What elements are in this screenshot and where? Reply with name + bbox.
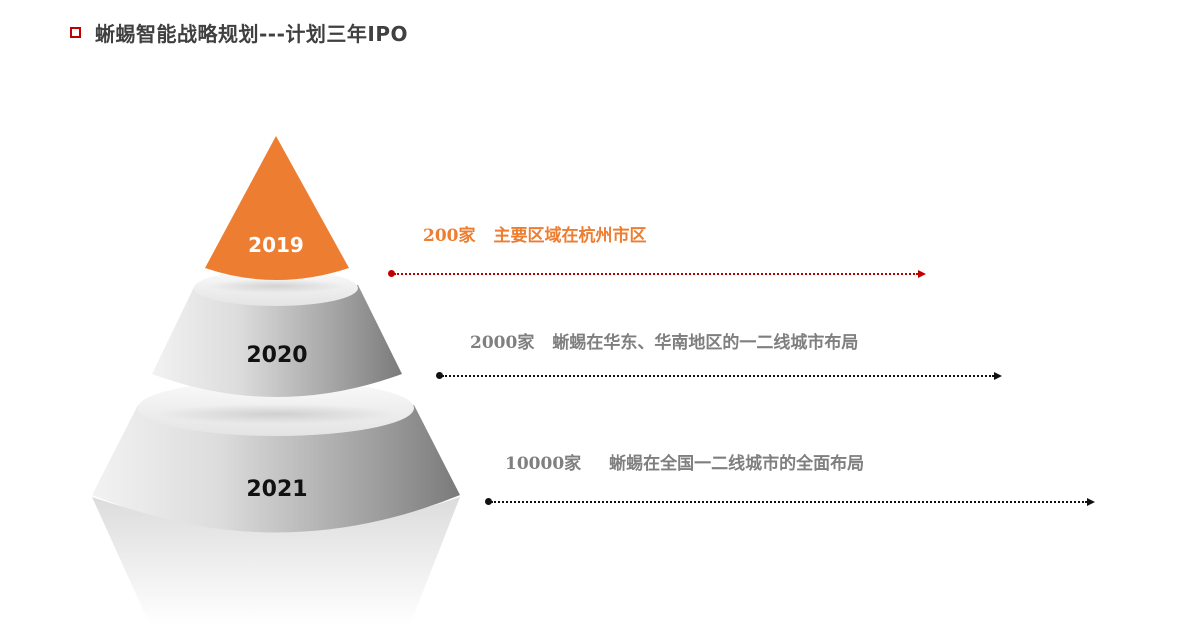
tier-2021-text: 10000家 蜥蜴在全国一二线城市的全面布局 [505,449,864,474]
tier-2019-desc: 主要区域在杭州市区 [493,226,647,246]
tier-2021-arrow [485,497,1097,507]
tier-2021-count: 10000家 [505,454,582,474]
tier-2021-shape [92,380,460,533]
tier-2020-count: 2000家 [470,333,535,353]
tier-2019-text: 200家 主要区域在杭州市区 [423,221,647,246]
year-label-2019: 2019 [248,233,304,257]
title-square-icon [70,27,81,38]
slide-header: 蜥蜴智能战略规划---计划三年IPO [70,18,408,47]
tier-2021-desc: 蜥蜴在全国一二线城市的全面布局 [609,454,865,474]
tier-2020-desc: 蜥蜴在华东、华南地区的一二线城市布局 [552,333,859,353]
page-title: 蜥蜴智能战略规划---计划三年IPO [95,22,409,46]
tier-2020-arrow [436,371,1004,381]
tier-2019-count: 200家 [423,226,476,246]
year-label-2020: 2020 [246,343,308,368]
tier-2019-arrow [388,269,928,279]
tier-2019-shape [205,136,349,280]
year-label-2021: 2021 [246,477,308,502]
pyramid-reflection [92,497,460,625]
tier-2020-shape [152,270,402,397]
tier-2020-text: 2000家 蜥蜴在华东、华南地区的一二线城市布局 [470,328,858,353]
